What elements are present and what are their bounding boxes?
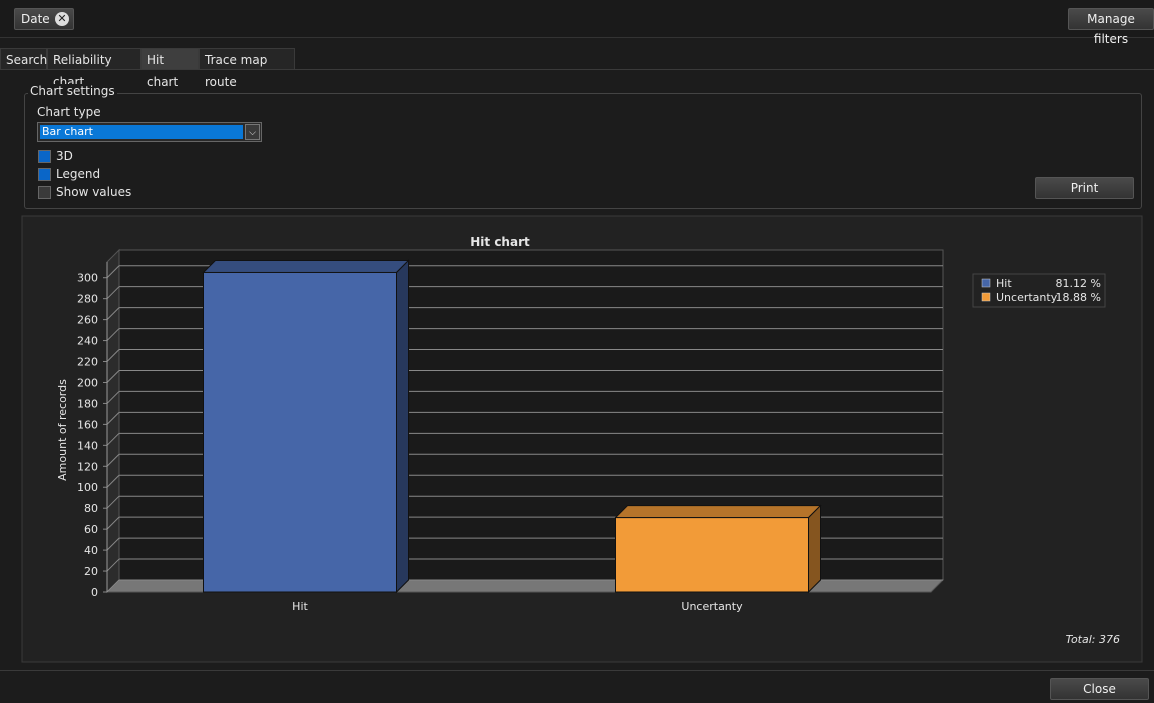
grid-line — [106, 307, 120, 320]
y-tick-label: 20 — [84, 565, 98, 578]
legend-label: Uncertanty — [996, 291, 1058, 304]
checkbox[interactable] — [38, 150, 51, 163]
print-button[interactable]: Print — [1035, 177, 1134, 199]
x-tick-label: Uncertanty — [681, 600, 743, 613]
legend-swatch — [981, 292, 991, 302]
checkbox-label: Show values — [56, 185, 132, 199]
grid-line — [106, 432, 120, 446]
legend-share: 81.12 % — [1056, 277, 1101, 290]
grid-line — [106, 453, 120, 467]
y-tick-label: 120 — [77, 460, 98, 473]
chart-type-select[interactable]: Bar chart ⌵ — [37, 122, 262, 142]
grid-line — [106, 495, 120, 509]
legend-swatch — [981, 278, 991, 288]
tab[interactable]: Trace map route — [199, 48, 295, 89]
grid-line — [106, 265, 120, 279]
remove-icon[interactable]: ✕ — [55, 12, 69, 26]
grid-line — [106, 370, 120, 383]
grid-line — [106, 349, 120, 362]
y-tick-label: 300 — [77, 272, 98, 285]
y-tick-label: 100 — [77, 481, 98, 494]
y-tick-label: 260 — [77, 314, 98, 327]
y-tick-label: 180 — [77, 397, 98, 410]
bar-top — [614, 505, 822, 519]
y-tick-label: 60 — [84, 523, 98, 536]
bar-top — [202, 259, 410, 273]
y-tick-label: 280 — [77, 293, 98, 306]
tab[interactable]: Search — [0, 48, 47, 70]
grid-line — [106, 579, 120, 593]
grid-line — [106, 474, 120, 488]
bar-front — [615, 517, 809, 593]
chart-title: Hit chart — [470, 235, 530, 249]
settings-group — [24, 93, 1142, 209]
bar — [202, 259, 410, 594]
checkbox[interactable] — [38, 168, 51, 181]
tab[interactable]: Hit chart — [141, 48, 199, 89]
y-axis-title: Amount of records — [56, 379, 69, 481]
dropdown-arrow[interactable]: ⌵ — [245, 124, 260, 140]
bar — [614, 504, 822, 594]
grid-line — [106, 516, 120, 530]
grid-line — [106, 412, 120, 425]
close-button[interactable]: Close — [1050, 678, 1149, 700]
tab-divider — [0, 69, 1154, 70]
legend-label: Hit — [996, 277, 1012, 290]
bar-front — [203, 271, 397, 593]
checkbox-label: Legend — [56, 167, 101, 181]
grid-line — [106, 328, 120, 341]
side-wall — [106, 248, 120, 594]
manage-filters-button[interactable]: Manage filters — [1068, 8, 1154, 46]
chart-type-value: Bar chart — [40, 125, 243, 139]
y-tick-label: 40 — [84, 544, 98, 557]
bar-side — [396, 259, 409, 594]
settings-title: Chart settings — [28, 84, 117, 98]
x-tick-label: Hit — [292, 600, 308, 613]
y-tick-label: 160 — [77, 418, 98, 431]
bar-side — [808, 504, 821, 594]
grid-line — [106, 286, 120, 300]
filter-chip[interactable]: Date ✕ — [14, 8, 74, 30]
checkbox-label: 3D — [56, 149, 73, 163]
footer-divider — [0, 670, 1154, 671]
top-bar — [0, 0, 1154, 38]
tab[interactable]: Reliability chart — [47, 48, 141, 89]
y-tick-label: 80 — [84, 502, 98, 515]
total-label: Total: 376 — [1066, 633, 1120, 646]
y-tick-label: 220 — [77, 356, 98, 369]
legend-share: 18.88 % — [1056, 291, 1101, 304]
legend-box — [972, 273, 1106, 308]
chart-type-label: Chart type — [37, 105, 101, 119]
grid-line — [106, 537, 120, 551]
filter-chip-label: Date — [21, 12, 50, 26]
y-tick-label: 0 — [91, 586, 98, 599]
y-tick-label: 140 — [77, 439, 98, 452]
grid-line — [106, 558, 120, 572]
y-tick-label: 240 — [77, 335, 98, 348]
checkbox[interactable] — [38, 186, 51, 199]
grid-line — [106, 391, 120, 404]
y-tick-label: 200 — [77, 376, 98, 389]
